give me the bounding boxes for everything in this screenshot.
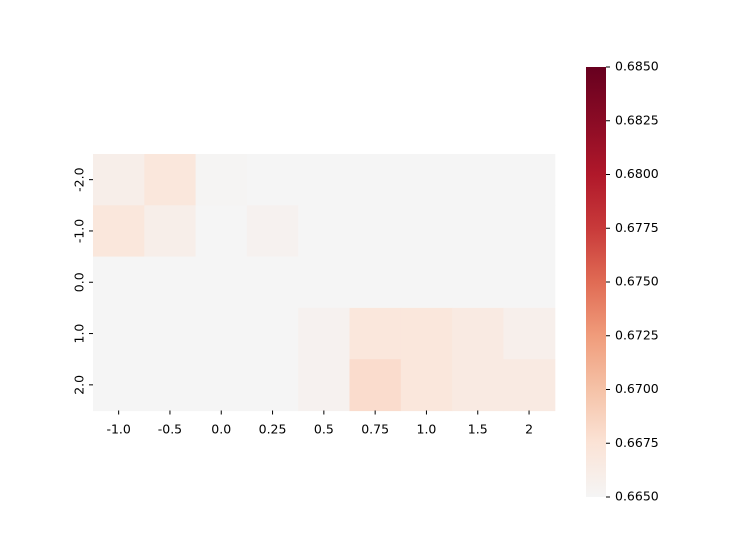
heatmap-cell-r2-c1: [144, 256, 197, 309]
heatmap-cell-r0-c5: [349, 154, 402, 206]
colorbar-tick-label: 0.6725: [615, 327, 659, 342]
heatmap-cell-r0-c1: [144, 154, 197, 206]
x-tick-label: 1.5: [468, 422, 488, 437]
heatmap-cell-r4-c6: [400, 359, 453, 412]
heatmap-cell-r2-c4: [298, 256, 351, 309]
heatmap-cell-r0-c3: [246, 154, 299, 206]
heatmap-cell-r4-c8: [503, 359, 556, 412]
heatmap-cell-r0-c7: [452, 154, 504, 206]
colorbar-tick-label: 0.6775: [615, 220, 659, 235]
heatmap-cell-r4-c2: [195, 359, 248, 412]
x-tick-label: 0.0: [211, 422, 231, 437]
heatmap-cell-r3-c1: [144, 307, 197, 360]
x-tick-label: 2: [525, 422, 533, 437]
heatmap-cell-r2-c8: [503, 256, 556, 309]
heatmap-cell-r2-c0: [93, 256, 145, 309]
y-tick-label: 2.0: [72, 375, 87, 395]
heatmap-cell-r3-c0: [93, 307, 145, 360]
heatmap-cell-r1-c4: [298, 205, 351, 258]
heatmap-cell-r3-c2: [195, 307, 248, 360]
colorbar-tick-label: 0.6750: [615, 274, 659, 289]
heatmap-cell-r4-c3: [246, 359, 299, 412]
colorbar-tick-label: 0.6825: [615, 112, 659, 127]
heatmap-cell-r3-c4: [298, 307, 351, 360]
heatmap-cell-r1-c2: [195, 205, 248, 258]
x-tick-label: 1.0: [417, 422, 437, 437]
heatmap-cell-r1-c3: [246, 205, 299, 258]
x-tick-label: -1.0: [106, 422, 130, 437]
heatmap-cells: [93, 154, 556, 412]
heatmap-cell-r3-c8: [503, 307, 556, 360]
heatmap-cell-r3-c5: [349, 307, 402, 360]
y-axis: -2.0 -1.0 0.0 1.0 2.0: [72, 167, 93, 395]
colorbar: 0.6650 0.6675 0.6700 0.6725 0.6750 0.6775 0.68…: [586, 59, 659, 504]
heatmap-cell-r1-c1: [144, 205, 197, 258]
y-tick-label: 1.0: [72, 324, 87, 344]
heatmap-cell-r2-c3: [246, 256, 299, 309]
colorbar-tick-label: 0.6700: [615, 381, 659, 396]
colorbar-tick-label: 0.6650: [615, 489, 659, 504]
x-tick-label: 0.75: [361, 422, 389, 437]
heatmap-cell-r1-c5: [349, 205, 402, 258]
heatmap-cell-r2-c2: [195, 256, 248, 309]
heatmap-cell-r4-c1: [144, 359, 197, 412]
x-tick-label: 0.5: [314, 422, 334, 437]
heatmap-cell-r3-c3: [246, 307, 299, 360]
heatmap-cell-r4-c7: [452, 359, 504, 412]
heatmap-cell-r3-c7: [452, 307, 504, 360]
heatmap-cell-r1-c0: [93, 205, 145, 258]
heatmap-cell-r4-c5: [349, 359, 402, 412]
heatmap-cell-r1-c8: [503, 205, 556, 258]
y-tick-label: -2.0: [72, 167, 87, 191]
heatmap-cell-r2-c5: [349, 256, 402, 309]
heatmap-cell-r1-c6: [400, 205, 453, 258]
x-axis: -1.0 -0.5 0.0 0.25 0.5 0.75 1.0 1.5 2: [106, 410, 533, 437]
colorbar-gradient: [586, 67, 606, 497]
heatmap-cell-r0-c4: [298, 154, 351, 206]
heatmap-cell-r3-c6: [400, 307, 453, 360]
y-tick-label: 0.0: [72, 272, 87, 292]
heatmap-cell-r0-c2: [195, 154, 248, 206]
heatmap-cell-r0-c6: [400, 154, 453, 206]
colorbar-tick-label: 0.6850: [615, 59, 659, 74]
heatmap-cell-r1-c7: [452, 205, 504, 258]
x-tick-label: 0.25: [259, 422, 287, 437]
heatmap-cell-r4-c0: [93, 359, 145, 412]
heatmap-cell-r2-c7: [452, 256, 504, 309]
heatmap-cell-r4-c4: [298, 359, 351, 412]
heatmap-cell-r2-c6: [400, 256, 453, 309]
colorbar-tick-label: 0.6675: [615, 435, 659, 450]
y-tick-label: -1.0: [72, 219, 87, 243]
heatmap-cell-r0-c0: [93, 154, 145, 206]
x-tick-label: -0.5: [158, 422, 182, 437]
colorbar-tick-label: 0.6800: [615, 166, 659, 181]
heatmap-cell-r0-c8: [503, 154, 556, 206]
